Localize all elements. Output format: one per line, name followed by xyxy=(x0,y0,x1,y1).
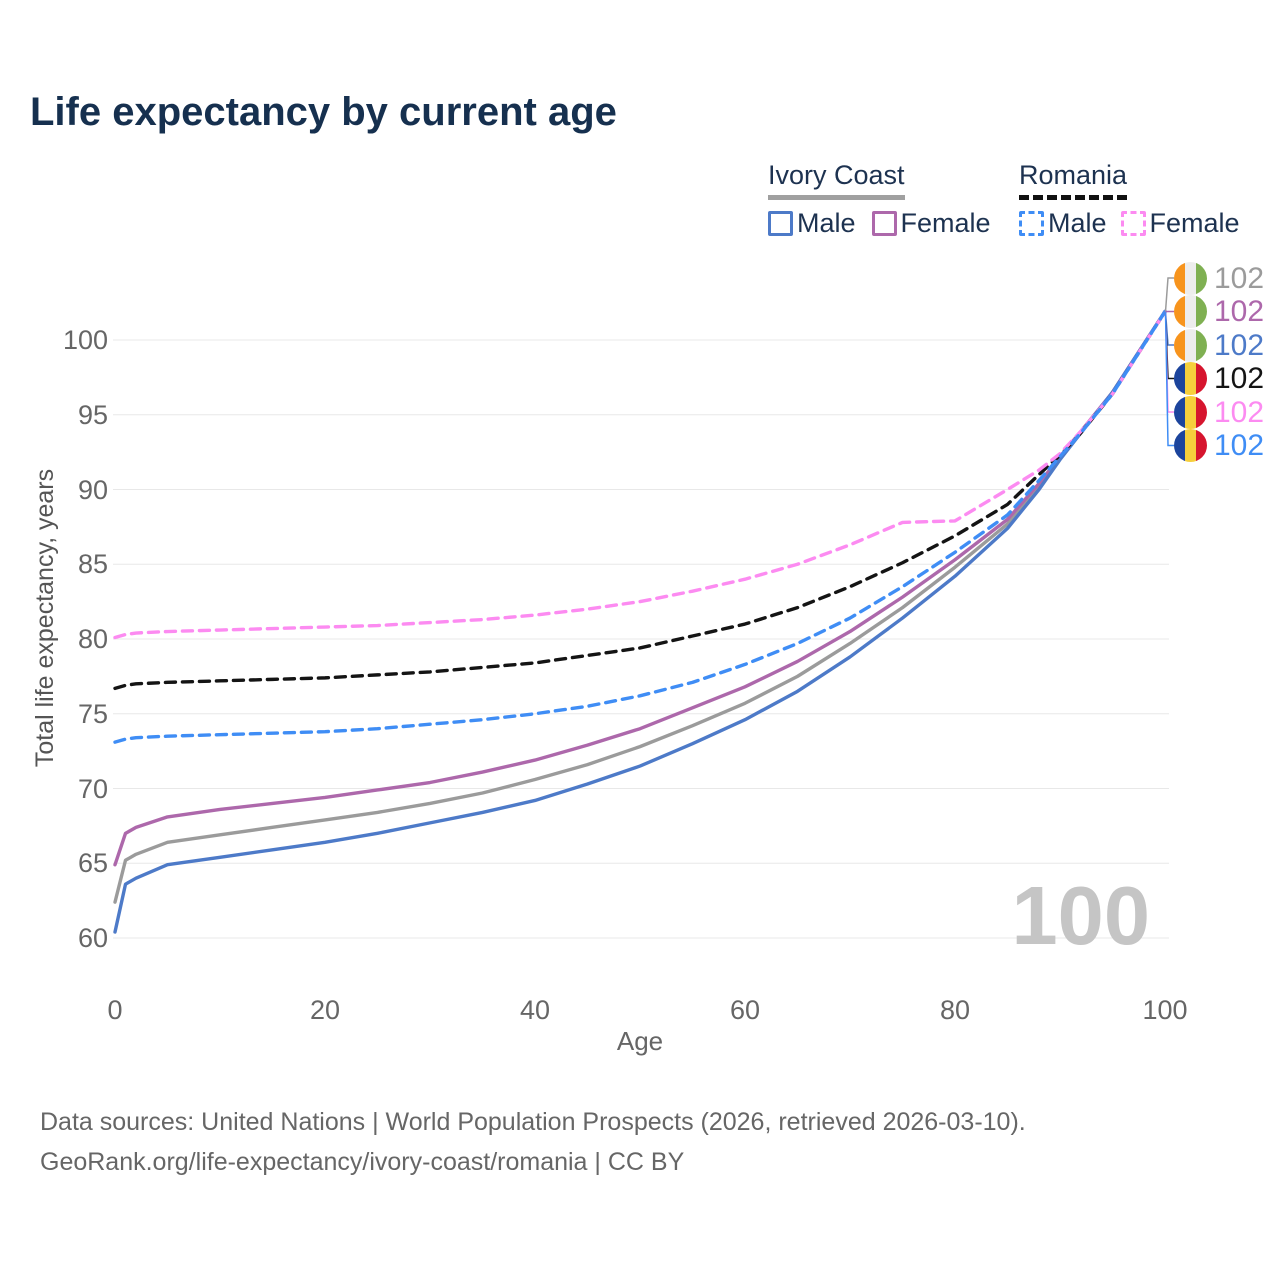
legend-swatch-romania-female[interactable] xyxy=(1120,211,1146,236)
series-line xyxy=(113,309,1167,691)
legend-country-romania[interactable]: Romania xyxy=(1019,160,1128,200)
y-axis-title: Total life expectancy, years xyxy=(31,468,59,768)
legend-swatch-romania-male[interactable] xyxy=(1019,211,1044,236)
ivory-coast-flag-icon xyxy=(1174,328,1207,362)
series-line xyxy=(113,309,1167,640)
romania-flag-icon xyxy=(1174,395,1207,429)
legend-swatch-ivory-coast-female[interactable] xyxy=(871,211,897,236)
end-label-value: 102 xyxy=(1214,362,1265,395)
y-tick-label: 70 xyxy=(77,773,108,804)
x-tick-label: 100 xyxy=(1142,995,1188,1025)
end-label-value: 102 xyxy=(1214,395,1265,429)
y-tick-label: 85 xyxy=(77,549,108,580)
end-label-row: 102 xyxy=(1174,429,1264,462)
legend-swatch-ivory-coast-male[interactable] xyxy=(768,211,793,236)
y-tick-label: 90 xyxy=(77,474,108,505)
legend-label-romania-male[interactable]: Male xyxy=(1048,208,1107,238)
x-tick-label: 0 xyxy=(107,995,123,1025)
legend-label-romania-female[interactable]: Female xyxy=(1149,208,1240,238)
series-line xyxy=(113,309,1167,867)
x-tick-label: 60 xyxy=(729,995,761,1025)
end-label-row: 102 xyxy=(1174,395,1265,429)
y-tick-label: 65 xyxy=(77,848,108,879)
x-tick-label: 20 xyxy=(309,995,341,1025)
y-tick-label: 100 xyxy=(62,325,108,355)
footer-attribution: GeoRank.org/life-expectancy/ivory-coast/… xyxy=(40,1148,685,1176)
x-tick-label: 80 xyxy=(939,995,971,1025)
series-line xyxy=(113,309,1167,934)
y-tick-label: 80 xyxy=(77,624,108,654)
end-label-row: 102 xyxy=(1174,362,1264,395)
age-indicator-watermark: 100 xyxy=(1011,869,1150,962)
x-tick-label: 40 xyxy=(519,995,551,1025)
ivory-coast-flag-icon xyxy=(1174,261,1207,295)
end-label-row: 102 xyxy=(1174,295,1264,328)
legend-country-ivory-coast[interactable]: Ivory Coast xyxy=(768,160,905,200)
y-tick-label: 95 xyxy=(77,399,108,430)
footer-data-sources: Data sources: United Nations | World Pop… xyxy=(40,1108,1026,1136)
end-label-value: 102 xyxy=(1214,328,1265,362)
y-tick-label: 75 xyxy=(77,698,108,729)
ivory-coast-flag-icon xyxy=(1174,295,1207,328)
legend-group-romania: Romania Male Female xyxy=(1019,160,1240,239)
romania-flag-icon xyxy=(1174,429,1207,462)
end-label-row: 102 xyxy=(1174,261,1265,295)
series-line xyxy=(113,309,1167,744)
legend-group-ivory-coast: Ivory Coast Male Female xyxy=(768,160,991,239)
y-tick-label: 60 xyxy=(77,923,108,953)
page-title: Life expectancy by current age xyxy=(30,90,617,134)
end-label-value: 102 xyxy=(1214,295,1265,328)
series-line xyxy=(113,309,1167,904)
end-label-row: 102 xyxy=(1174,328,1265,362)
romania-flag-icon xyxy=(1174,362,1207,395)
legend-label-ivory-coast-female[interactable]: Female xyxy=(900,208,991,238)
end-label-value: 102 xyxy=(1214,261,1265,295)
end-label-value: 102 xyxy=(1214,429,1265,462)
x-axis-title: Age xyxy=(616,1026,664,1056)
legend-label-ivory-coast-male[interactable]: Male xyxy=(797,208,856,238)
